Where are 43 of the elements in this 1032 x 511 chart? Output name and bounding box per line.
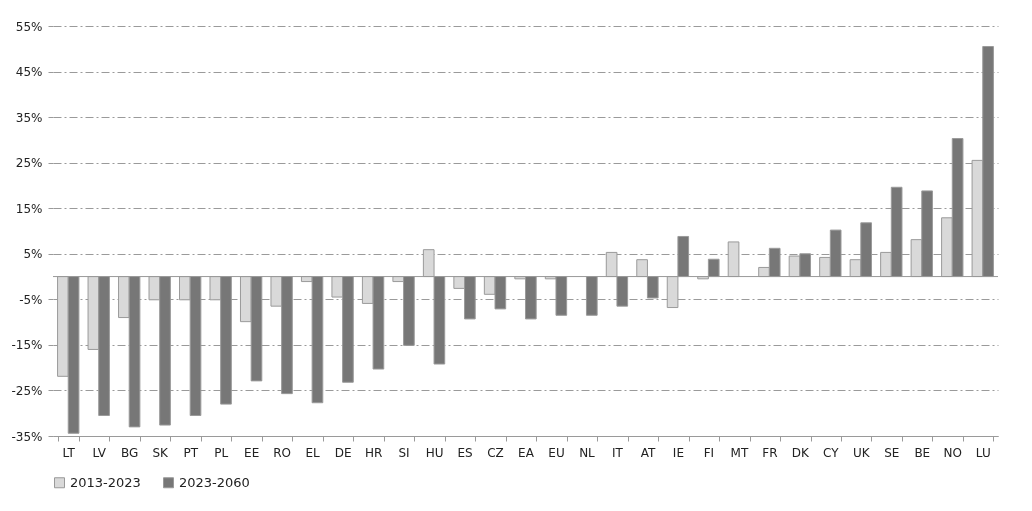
- x-tick-label: FR: [762, 445, 778, 460]
- y-tick-label: 55%: [15, 19, 43, 34]
- x-tick-label: MT: [730, 445, 749, 460]
- x-tick-label: BE: [914, 445, 931, 460]
- x-tick-label: IT: [612, 445, 624, 460]
- x-tick-label: DE: [334, 445, 352, 460]
- x-tick-label: UK: [852, 445, 871, 460]
- x-tick-label: FI: [703, 445, 715, 460]
- x-tick-label: EU: [548, 445, 565, 460]
- y-tick-label: -5%: [19, 292, 43, 307]
- x-tick-label: IE: [672, 445, 684, 460]
- y-tick-label: 15%: [15, 201, 43, 216]
- x-tick-label: LU: [975, 445, 991, 460]
- y-tick-label: -35%: [11, 429, 43, 444]
- y-tick-label: 35%: [15, 110, 43, 125]
- x-tick-label: CZ: [487, 445, 504, 460]
- y-tick-label: 25%: [15, 156, 43, 171]
- y-tick-label: -15%: [11, 338, 43, 353]
- x-tick-label: ES: [457, 445, 473, 460]
- x-tick-label: PL: [214, 445, 229, 460]
- x-tick-label: LT: [62, 445, 76, 460]
- x-tick-label: EE: [244, 445, 260, 460]
- x-tick-label: CY: [823, 445, 840, 460]
- x-tick-label: HR: [364, 445, 383, 460]
- x-tick-label: EL: [305, 445, 321, 460]
- x-tick-label: DK: [791, 445, 811, 460]
- legend-label: 2023-2060: [179, 474, 250, 490]
- legend-label: 2013-2023: [70, 474, 141, 490]
- y-tick-label: 45%: [15, 65, 43, 80]
- x-tick-label: LV: [92, 445, 107, 460]
- x-tick-label: BG: [121, 445, 139, 460]
- x-tick-label: HU: [425, 445, 444, 460]
- x-tick-label: NO: [943, 445, 962, 460]
- x-tick-label: EA: [518, 445, 535, 460]
- x-tick-label: SE: [884, 445, 900, 460]
- x-tick-label: NL: [579, 445, 596, 460]
- y-tick-label: -25%: [11, 383, 43, 398]
- x-tick-label: SK: [152, 445, 170, 460]
- y-tick-label: 5%: [23, 247, 43, 262]
- x-tick-label: RO: [273, 445, 292, 460]
- x-tick-label: SI: [398, 445, 410, 460]
- x-tick-label: PT: [183, 445, 199, 460]
- x-tick-label: AT: [640, 445, 656, 460]
